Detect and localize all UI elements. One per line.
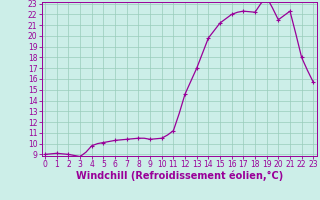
X-axis label: Windchill (Refroidissement éolien,°C): Windchill (Refroidissement éolien,°C)	[76, 171, 283, 181]
